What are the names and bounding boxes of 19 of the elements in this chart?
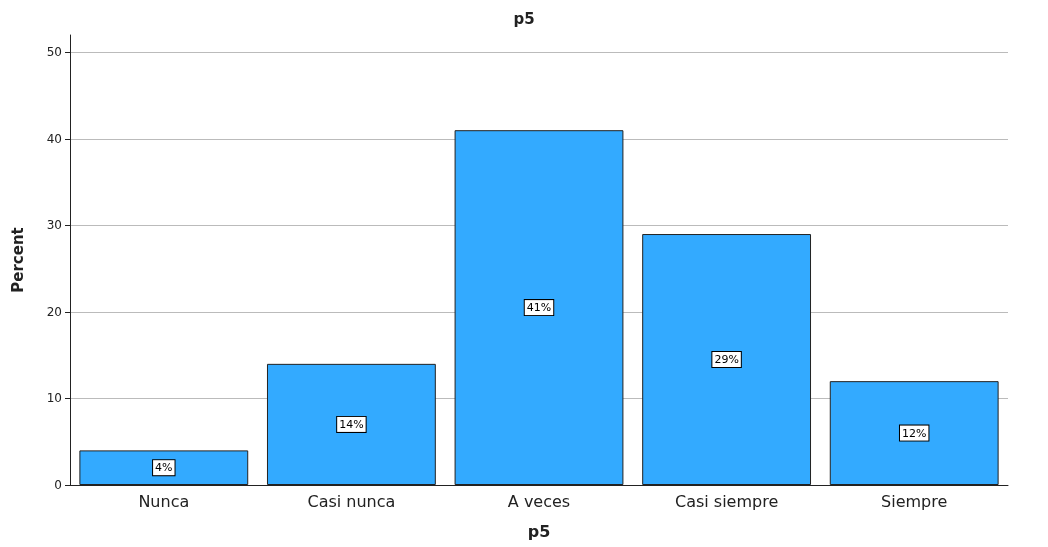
y-tick-label: 50 (46, 45, 62, 60)
y-tick-label: 0 (54, 478, 62, 492)
chart-title: p5 (513, 9, 535, 28)
y-tick-label: 30 (46, 218, 62, 233)
data-label: 12% (901, 426, 927, 440)
y-tick-label: 10 (46, 391, 62, 406)
x-tick-label: A veces (507, 491, 571, 511)
x-tick-label: Casi nunca (307, 491, 396, 511)
x-tick-label: Casi siempre (674, 491, 779, 511)
data-label: 29% (714, 353, 739, 367)
x-axis-title: p5 (527, 521, 551, 541)
data-label: 4% (155, 461, 173, 475)
x-tick-label: Nunca (138, 491, 190, 511)
data-label: 14% (339, 417, 364, 431)
y-axis-title: Percent (8, 227, 27, 293)
y-tick-label: 20 (46, 304, 62, 319)
data-label: 41% (526, 301, 552, 315)
y-tick-label: 40 (46, 131, 62, 146)
x-tick-label: Siempre (881, 491, 948, 511)
